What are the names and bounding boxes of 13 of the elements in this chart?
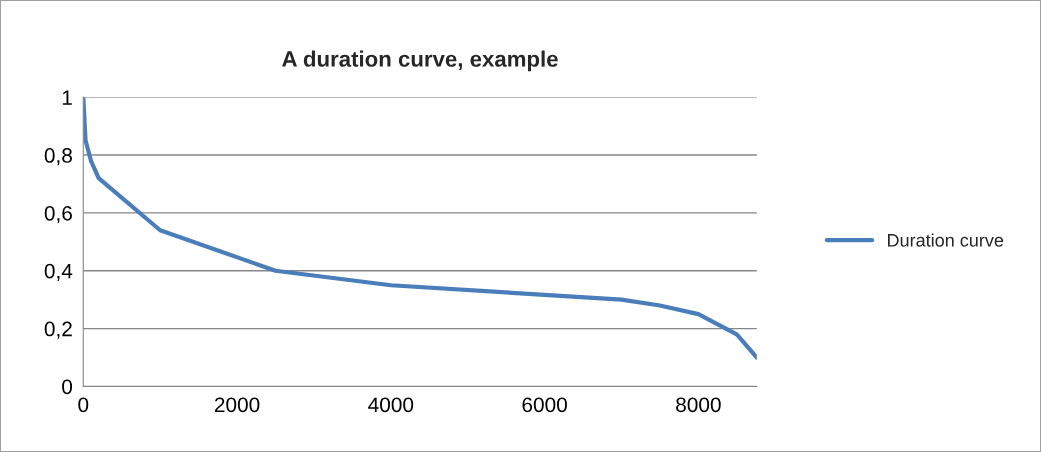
y-tick-label: 0 (62, 379, 73, 395)
y-tick-label: 0,2 (44, 321, 72, 339)
legend-label: Duration curve (888, 233, 1004, 247)
y-tick-label: 0,4 (44, 263, 73, 281)
y-tick-label: 0,8 (44, 148, 72, 166)
y-tick-label: 0,6 (44, 205, 72, 224)
chart-title: A duration curve, example (282, 50, 558, 72)
x-tick-label: 8000 (676, 397, 721, 413)
x-tick-label: 6000 (522, 397, 567, 413)
y-tick-label: 1 (62, 90, 72, 105)
x-tick-label: 4000 (368, 397, 414, 413)
x-tick-label: 0 (78, 397, 89, 413)
x-tick-label: 2000 (214, 397, 260, 413)
